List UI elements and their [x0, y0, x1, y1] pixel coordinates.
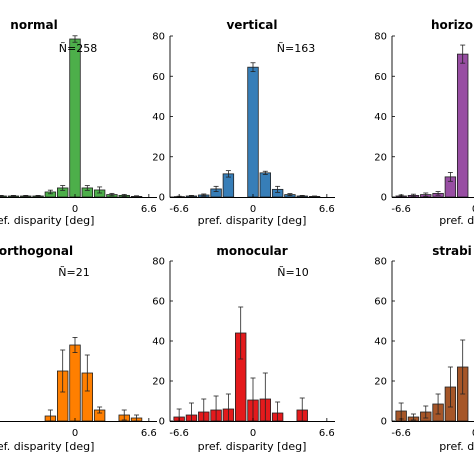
- x-tick-label: -6.6: [169, 204, 189, 215]
- x-tick-label: 0: [472, 204, 474, 215]
- x-axis-label: pref. disparity [deg]: [198, 440, 307, 453]
- bar: [456, 53, 469, 198]
- y-tick-label: 60: [152, 72, 165, 83]
- y-tick-label: 60: [374, 72, 387, 83]
- panel-horizo: 0 20 40 60 80 -6.6 0 horizo pref. dispa: [374, 18, 474, 227]
- y-tick-label: 80: [374, 257, 387, 268]
- x-axis-label: pref. disparity [deg]: [198, 214, 307, 227]
- count-annotation: Ñ=21: [58, 266, 89, 279]
- x-axis-label: pref. dispa: [439, 440, 474, 453]
- y-tick-label: 40: [152, 337, 165, 348]
- count-annotation: Ñ=10: [277, 266, 308, 279]
- x-tick-label: 6.6: [319, 204, 335, 215]
- panel-title: horizo: [431, 18, 473, 32]
- panel-title: monocular: [216, 244, 287, 258]
- bar: [69, 38, 81, 198]
- bar: [259, 172, 271, 198]
- x-tick-label: 6.6: [319, 428, 335, 439]
- x-tick-label: 0: [72, 428, 78, 439]
- x-tick-label: 6.6: [141, 204, 157, 215]
- y-tick-label: 20: [152, 377, 165, 388]
- x-axis-label: pref. dispa: [439, 214, 474, 227]
- y-tick-label: 40: [374, 337, 387, 348]
- x-axis-label: pref. disparity [deg]: [0, 440, 94, 453]
- count-annotation: Ñ=163: [277, 42, 315, 55]
- y-tick-label: 0: [381, 417, 387, 428]
- y-tick-label: 20: [374, 152, 387, 163]
- y-tick-label: 20: [374, 377, 387, 388]
- y-tick-label: 60: [374, 297, 387, 308]
- panel-monocular: 0 20 40 60 80 -6.6 0 6.6 monocular Ñ=10 pref. dis…: [152, 244, 335, 453]
- x-tick-label: 0: [250, 428, 256, 439]
- x-tick-label: -6.6: [391, 428, 411, 439]
- y-tick-label: 0: [381, 193, 387, 204]
- y-tick-label: 40: [374, 112, 387, 123]
- panel-orthogonal: 0 6.6 orthogonal Ñ=21 pref. disparity [deg]: [0, 244, 157, 453]
- panel-title: normal: [10, 18, 57, 32]
- panel-title: vertical: [226, 18, 277, 32]
- y-tick-label: 20: [152, 152, 165, 163]
- y-tick-label: 0: [159, 417, 165, 428]
- x-tick-label: 6.6: [141, 428, 157, 439]
- panel-title: orthogonal: [0, 244, 73, 258]
- x-tick-label: -6.6: [391, 204, 411, 215]
- panel-strabi: 0 20 40 60 80 -6.6 0 strabi pref. dispa: [374, 244, 474, 453]
- y-tick-label: 0: [159, 193, 165, 204]
- count-annotation: Ñ=258: [59, 42, 97, 55]
- x-tick-label: 0: [72, 204, 78, 215]
- y-tick-label: 60: [152, 297, 165, 308]
- bar: [69, 344, 81, 422]
- x-tick-label: -6.6: [169, 428, 189, 439]
- panel-title: strabi: [432, 244, 472, 258]
- y-tick-label: 80: [374, 32, 387, 43]
- bar: [247, 66, 259, 198]
- x-tick-label: 0: [472, 428, 474, 439]
- x-tick-label: 0: [250, 204, 256, 215]
- y-tick-label: 40: [152, 112, 165, 123]
- y-tick-label: 80: [152, 32, 165, 43]
- x-axis-label: pref. disparity [deg]: [0, 214, 94, 227]
- y-tick-label: 80: [152, 257, 165, 268]
